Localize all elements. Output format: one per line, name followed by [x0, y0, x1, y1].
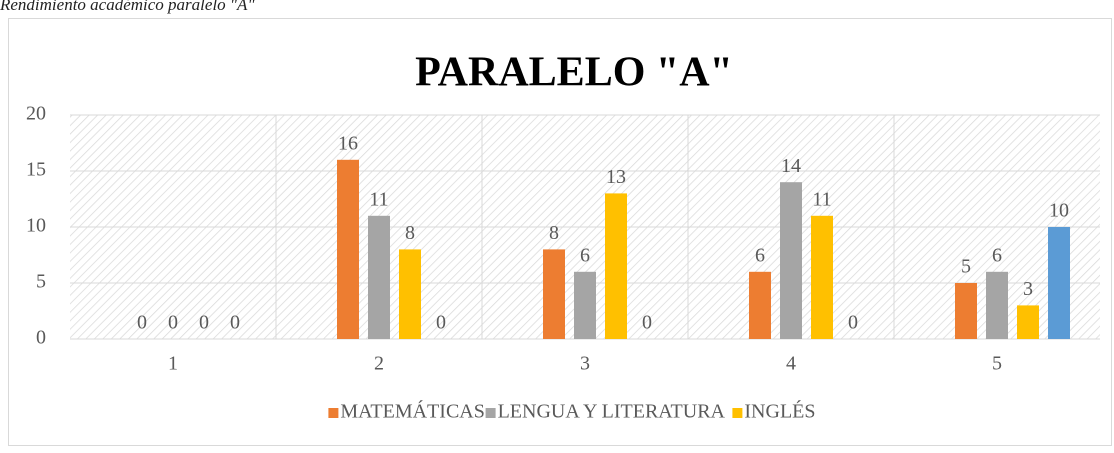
caption: Rendimiento académico paralelo "A": [0, 0, 255, 14]
bar: [955, 283, 977, 339]
y-tick-label: 15: [26, 159, 46, 181]
data-label: 8: [549, 222, 559, 244]
bar: [399, 249, 421, 339]
data-label: 13: [606, 166, 626, 188]
y-tick-label: 20: [26, 103, 46, 125]
legend-label: MATEMÁTICAS: [340, 400, 484, 423]
data-label: 0: [137, 312, 147, 334]
legend-swatch: [485, 408, 496, 418]
data-label: 0: [848, 312, 858, 334]
bar: [1048, 227, 1070, 339]
data-label: 8: [405, 222, 415, 244]
bar: [368, 215, 390, 339]
data-label: 6: [755, 244, 765, 266]
y-tick-label: 0: [36, 327, 46, 349]
data-label: 0: [642, 312, 652, 334]
data-label: 0: [230, 312, 240, 334]
bar: [1017, 305, 1039, 339]
data-label: 0: [168, 312, 178, 334]
bar: [811, 215, 833, 339]
data-label: 5: [961, 256, 971, 278]
y-tick-label: 5: [36, 271, 46, 293]
bar: [749, 271, 771, 339]
data-label: 10: [1049, 200, 1069, 222]
bar: [337, 159, 359, 339]
bar: [574, 271, 596, 339]
x-tick-label: 2: [374, 353, 384, 375]
data-label: 16: [338, 132, 358, 154]
bar: [605, 193, 627, 339]
data-label: 14: [781, 155, 801, 177]
chart-title: PARALELO "A": [415, 50, 733, 96]
legend-swatch: [328, 408, 339, 418]
bar: [986, 271, 1008, 339]
data-label: 3: [1023, 278, 1033, 300]
data-label: 0: [436, 312, 446, 334]
data-label: 11: [369, 188, 388, 210]
legend-label: LENGUA Y LITERATURA: [498, 401, 726, 423]
x-tick-label: 4: [786, 353, 796, 375]
bar: [543, 249, 565, 339]
legend-label: INGLÉS: [744, 400, 815, 423]
x-tick-label: 3: [580, 353, 590, 375]
y-tick-label: 10: [26, 215, 46, 237]
bar: [780, 182, 802, 339]
x-tick-label: 5: [992, 353, 1002, 375]
data-label: 6: [580, 244, 590, 266]
legend-swatch: [732, 408, 743, 418]
data-label: 0: [199, 312, 209, 334]
data-label: 11: [812, 188, 831, 210]
x-tick-label: 1: [168, 353, 178, 375]
data-label: 6: [992, 244, 1002, 266]
